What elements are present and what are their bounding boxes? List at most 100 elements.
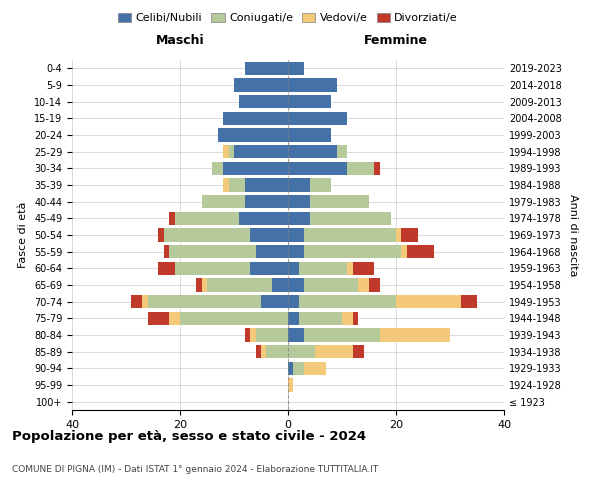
Bar: [239, 95, 288, 108]
Bar: [250, 228, 288, 241]
Bar: [315, 345, 353, 358]
Bar: [256, 328, 288, 342]
Bar: [272, 278, 288, 291]
Bar: [218, 128, 288, 141]
Bar: [256, 245, 288, 258]
Bar: [288, 312, 299, 325]
Bar: [288, 145, 337, 158]
Y-axis label: Anni di nascita: Anni di nascita: [568, 194, 578, 276]
Bar: [304, 362, 326, 375]
Bar: [288, 328, 304, 342]
Bar: [250, 328, 256, 342]
Bar: [288, 378, 293, 392]
Text: COMUNE DI PIGNA (IM) - Dati ISTAT 1° gennaio 2024 - Elaborazione TUTTITALIA.IT: COMUNE DI PIGNA (IM) - Dati ISTAT 1° gen…: [12, 465, 378, 474]
Bar: [380, 328, 450, 342]
Bar: [288, 178, 310, 192]
Bar: [288, 278, 304, 291]
Bar: [142, 295, 148, 308]
Bar: [358, 278, 369, 291]
Bar: [299, 295, 396, 308]
Legend: Celibi/Nubili, Coniugati/e, Vedovi/e, Divorziati/e: Celibi/Nubili, Coniugati/e, Vedovi/e, Di…: [113, 8, 463, 28]
Bar: [245, 178, 288, 192]
Bar: [299, 312, 342, 325]
Bar: [288, 362, 293, 375]
Y-axis label: Fasce di età: Fasce di età: [19, 202, 28, 268]
Bar: [396, 228, 401, 241]
Bar: [223, 112, 288, 125]
Bar: [299, 262, 347, 275]
Bar: [223, 145, 229, 158]
Bar: [288, 78, 337, 92]
Bar: [293, 362, 304, 375]
Bar: [196, 278, 202, 291]
Bar: [229, 145, 234, 158]
Bar: [169, 312, 180, 325]
Bar: [261, 345, 266, 358]
Bar: [347, 262, 353, 275]
Text: Femmine: Femmine: [364, 34, 428, 46]
Bar: [239, 212, 288, 225]
Bar: [304, 228, 396, 241]
Bar: [175, 262, 250, 275]
Bar: [288, 62, 304, 75]
Bar: [461, 295, 477, 308]
Bar: [288, 245, 304, 258]
Bar: [256, 345, 261, 358]
Bar: [288, 128, 331, 141]
Bar: [288, 212, 310, 225]
Bar: [234, 78, 288, 92]
Bar: [304, 328, 380, 342]
Bar: [245, 62, 288, 75]
Bar: [202, 195, 245, 208]
Bar: [310, 195, 369, 208]
Bar: [401, 245, 407, 258]
Text: Popolazione per età, sesso e stato civile - 2024: Popolazione per età, sesso e stato civil…: [12, 430, 366, 443]
Bar: [396, 295, 461, 308]
Bar: [288, 162, 347, 175]
Bar: [288, 195, 310, 208]
Bar: [288, 345, 315, 358]
Bar: [374, 162, 380, 175]
Bar: [202, 278, 207, 291]
Bar: [266, 345, 288, 358]
Bar: [337, 145, 347, 158]
Bar: [347, 162, 374, 175]
Bar: [288, 95, 331, 108]
Bar: [245, 195, 288, 208]
Bar: [353, 262, 374, 275]
Bar: [288, 112, 347, 125]
Bar: [261, 295, 288, 308]
Bar: [288, 295, 299, 308]
Bar: [169, 245, 256, 258]
Bar: [223, 178, 229, 192]
Bar: [353, 345, 364, 358]
Bar: [250, 262, 288, 275]
Bar: [229, 178, 245, 192]
Bar: [223, 162, 288, 175]
Bar: [310, 178, 331, 192]
Bar: [401, 228, 418, 241]
Bar: [148, 295, 261, 308]
Bar: [180, 312, 288, 325]
Bar: [175, 212, 239, 225]
Text: Maschi: Maschi: [155, 34, 205, 46]
Bar: [353, 312, 358, 325]
Bar: [131, 295, 142, 308]
Bar: [164, 228, 250, 241]
Bar: [304, 245, 401, 258]
Bar: [158, 262, 175, 275]
Bar: [304, 278, 358, 291]
Bar: [369, 278, 380, 291]
Bar: [234, 145, 288, 158]
Bar: [407, 245, 434, 258]
Bar: [245, 328, 250, 342]
Bar: [342, 312, 353, 325]
Bar: [164, 245, 169, 258]
Bar: [310, 212, 391, 225]
Bar: [169, 212, 175, 225]
Bar: [288, 262, 299, 275]
Bar: [288, 228, 304, 241]
Bar: [158, 228, 164, 241]
Bar: [148, 312, 169, 325]
Bar: [207, 278, 272, 291]
